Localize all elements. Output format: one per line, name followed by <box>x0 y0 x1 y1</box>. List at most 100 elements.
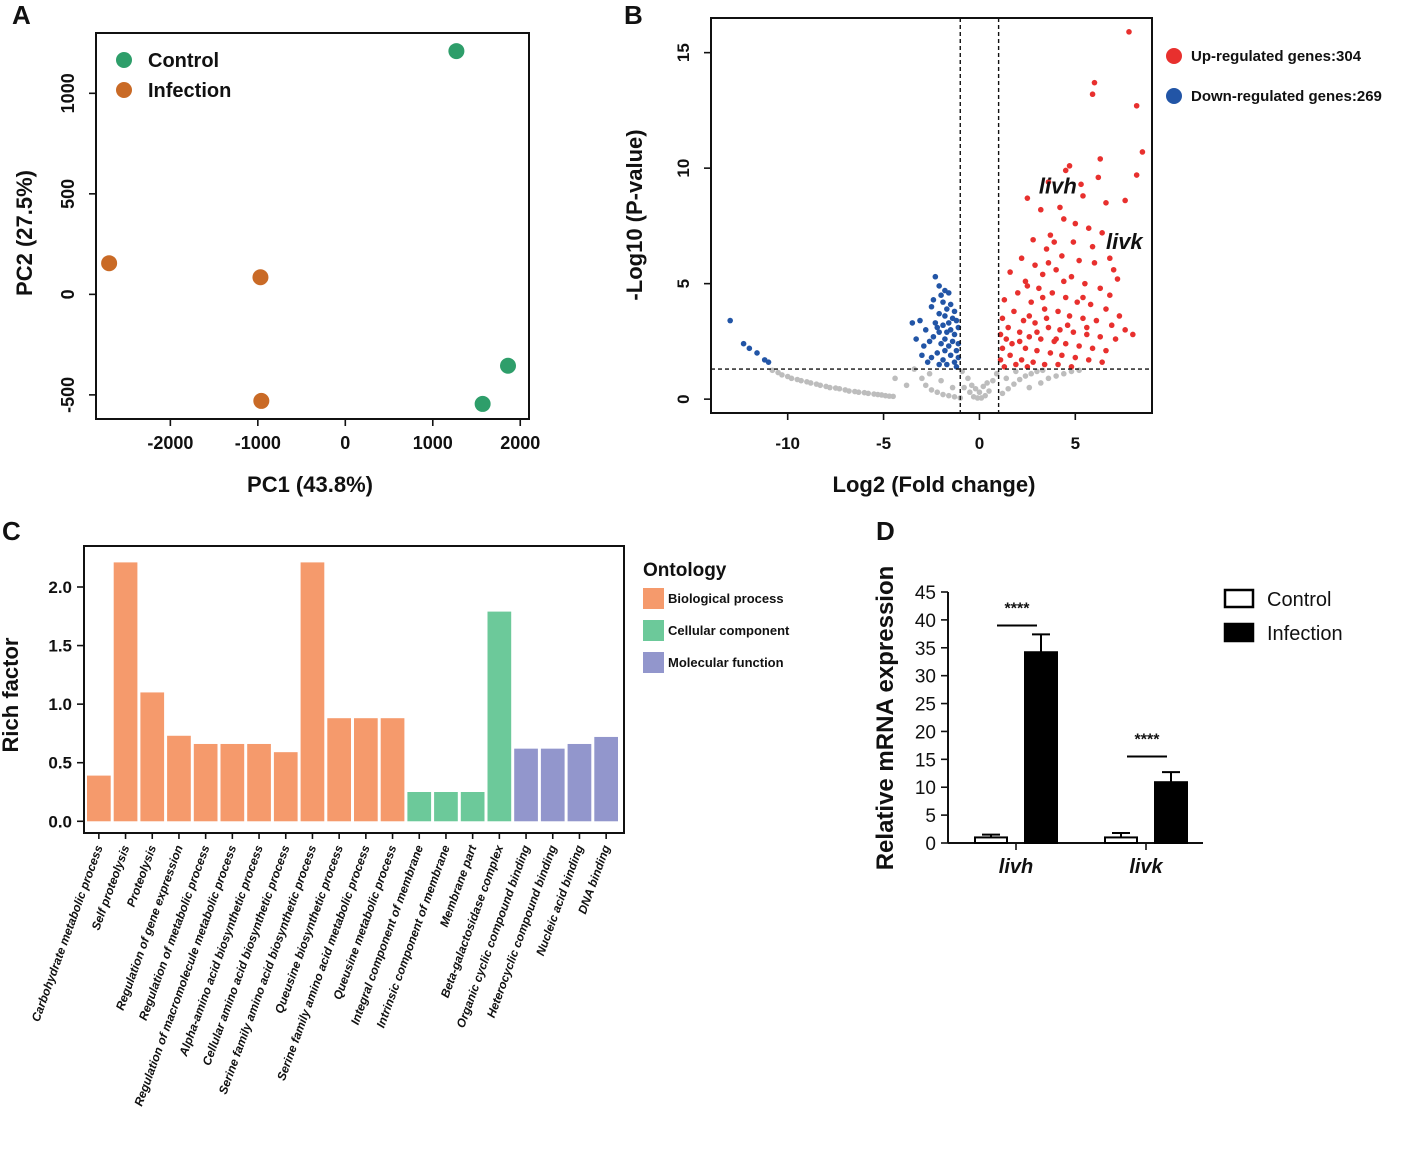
volcano-point <box>1078 181 1084 188</box>
volcano-point <box>1099 230 1105 236</box>
volcano-point <box>976 389 983 396</box>
pca-point <box>252 269 269 286</box>
volcano-y-tick-label: 5 <box>674 279 693 288</box>
volcano-point <box>1064 322 1071 329</box>
volcano-point <box>1103 347 1109 354</box>
volcano-point <box>926 338 933 345</box>
go-bar <box>594 736 618 822</box>
volcano-point <box>1062 294 1069 301</box>
pca-x-tick-label: 0 <box>340 433 350 453</box>
pca-x-tick-label: 1000 <box>413 433 453 453</box>
volcano-point <box>1009 340 1015 347</box>
volcano-point <box>940 391 946 398</box>
volcano-point <box>1114 276 1121 282</box>
pca-y-tick-label: 0 <box>58 289 78 299</box>
volcano-point <box>1039 294 1046 301</box>
volcano-point <box>794 376 801 383</box>
volcano-point <box>961 384 967 391</box>
volcano-point <box>1097 333 1104 340</box>
volcano-point <box>1091 260 1098 266</box>
volcano-point <box>1026 333 1033 340</box>
volcano-point <box>919 352 925 359</box>
volcano-point <box>1022 373 1029 379</box>
volcano-x-tick-label: 5 <box>1071 434 1080 453</box>
volcano-point <box>944 361 950 368</box>
go-legend-cellular: Cellular component <box>668 623 790 638</box>
pca-x-tick-label: 2000 <box>500 433 540 453</box>
volcano-point <box>968 382 975 389</box>
go-legend-swatch <box>643 588 664 609</box>
volcano-point <box>990 377 996 384</box>
volcano-point <box>1045 179 1052 185</box>
volcano-point <box>953 364 960 370</box>
volcano-point <box>1037 336 1044 342</box>
go-bar <box>567 743 592 822</box>
volcano-legend-marker <box>1166 48 1182 64</box>
volcano-point <box>1026 384 1033 391</box>
volcano-point <box>1116 313 1123 319</box>
volcano-point <box>1001 297 1008 303</box>
volcano-point <box>823 383 829 390</box>
volcano-point <box>1133 172 1140 178</box>
volcano-point <box>919 375 925 382</box>
mrna-bar <box>1024 651 1058 844</box>
volcano-point <box>965 375 971 382</box>
volcano-point <box>1016 338 1023 345</box>
go-bar <box>514 748 538 822</box>
volcano-point <box>928 387 935 393</box>
volcano-point <box>949 384 956 391</box>
volcano-point <box>951 359 958 365</box>
volcano-point <box>1011 381 1017 387</box>
go-bar <box>327 718 351 822</box>
volcano-point <box>1007 269 1013 275</box>
volcano-point <box>1024 195 1031 201</box>
volcano-point <box>1057 204 1063 211</box>
volcano-point <box>1068 364 1075 370</box>
panel-label-b: B <box>624 0 643 30</box>
volcano-point <box>942 336 948 342</box>
volcano-point <box>1066 313 1073 319</box>
volcano-point <box>1037 380 1044 386</box>
volcano-point <box>1107 255 1113 262</box>
go-enrichment-chart: 0.0 0.5 1.0 1.5 2.0 Carbohydrate metabolic pr… <box>29 545 664 1108</box>
pca-point <box>253 392 270 409</box>
mrna-y-label: Relative mRNA expression <box>872 566 899 871</box>
volcano-point <box>1072 220 1079 227</box>
volcano-y-tick-label: 0 <box>674 394 693 403</box>
go-bar <box>540 748 565 822</box>
volcano-point <box>951 331 958 338</box>
volcano-point <box>1013 361 1019 368</box>
volcano-y-tick-label: 10 <box>674 159 693 178</box>
volcano-point <box>953 347 960 354</box>
volcano-point <box>913 336 919 342</box>
volcano-point <box>1095 174 1102 181</box>
go-bar <box>273 752 298 822</box>
volcano-point <box>1003 336 1010 342</box>
volcano-point <box>1112 336 1119 342</box>
volcano-point <box>754 350 760 356</box>
mrna-legend-control: Control <box>1267 589 1331 611</box>
mrna-significance-label: **** <box>1005 600 1031 617</box>
go-bar <box>380 718 405 822</box>
volcano-x-tick-label: 0 <box>975 434 984 453</box>
go-bar <box>354 718 378 822</box>
volcano-point <box>1122 197 1128 204</box>
pca-legend-infection: Infection <box>148 80 231 102</box>
pca-point <box>500 357 517 374</box>
panel-label-d: D <box>876 516 895 546</box>
go-y-label: Rich factor <box>0 637 23 752</box>
volcano-point <box>1013 368 1019 375</box>
volcano-plot: -10 -5 0 5 0 5 10 15 livh livk <box>674 17 1182 453</box>
volcano-point <box>1022 345 1029 352</box>
go-bar <box>407 792 432 822</box>
volcano-point <box>909 320 916 326</box>
volcano-point <box>1032 262 1038 268</box>
mrna-y-tick-label: 15 <box>915 750 936 771</box>
volcano-x-label: Log2 (Fold change) <box>833 472 1036 497</box>
panel-label-a: A <box>12 0 31 30</box>
volcano-point <box>1130 331 1136 338</box>
volcano-frame <box>710 17 1153 414</box>
volcano-point <box>1043 315 1050 322</box>
go-legend-swatch <box>643 652 664 673</box>
